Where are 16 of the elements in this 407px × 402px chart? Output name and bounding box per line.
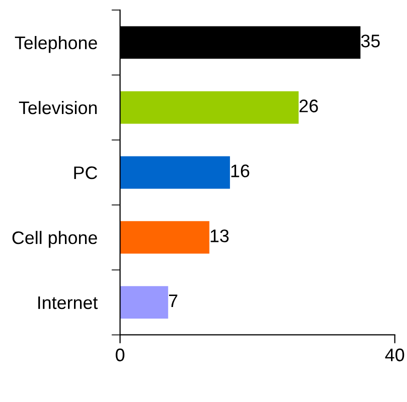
data-label: 16 <box>231 164 250 178</box>
bar <box>120 91 299 124</box>
data-label: 26 <box>300 100 318 112</box>
data-label: 35 <box>361 34 380 48</box>
x-tick-label: 0 <box>116 348 124 362</box>
bar <box>120 221 210 254</box>
bar <box>120 156 230 189</box>
data-label: 13 <box>210 229 229 242</box>
y-tick-label: PC <box>74 166 98 180</box>
y-tick-label: Telephone <box>14 36 98 53</box>
data-label: 7 <box>169 294 178 308</box>
bar <box>120 286 168 319</box>
y-tick-label: Television <box>18 100 97 114</box>
x-tick-label: 40 <box>385 348 404 362</box>
y-tick-label: Cell phone <box>12 230 98 248</box>
y-tick-label: Internet <box>38 296 98 310</box>
